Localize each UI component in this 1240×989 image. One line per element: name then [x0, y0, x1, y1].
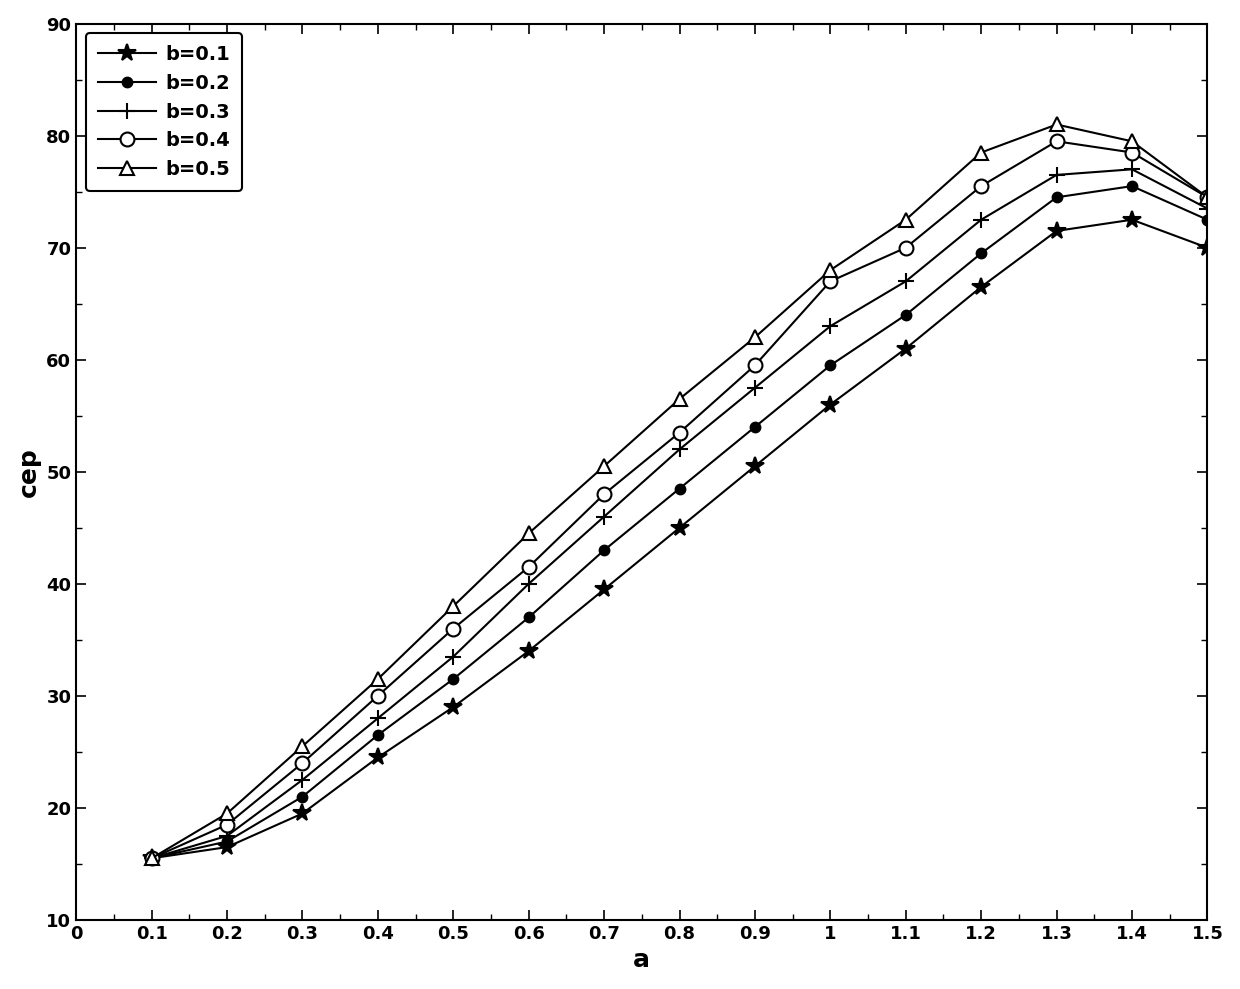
b=0.4	[1125, 146, 1140, 158]
b=0.1	[446, 701, 461, 713]
b=0.5	[295, 741, 310, 753]
b=0.1	[144, 853, 159, 864]
b=0.2	[748, 421, 763, 433]
b=0.4	[1200, 192, 1215, 204]
b=0.2	[823, 359, 838, 371]
b=0.4	[973, 180, 988, 192]
Line: b=0.1: b=0.1	[143, 211, 1216, 867]
b=0.4	[748, 359, 763, 371]
Line: b=0.5: b=0.5	[145, 118, 1214, 865]
b=0.2	[446, 674, 461, 685]
b=0.3	[672, 443, 687, 455]
Line: b=0.2: b=0.2	[146, 181, 1213, 863]
b=0.4	[371, 690, 386, 702]
b=0.3	[748, 382, 763, 394]
b=0.4	[898, 241, 913, 253]
b=0.1	[973, 281, 988, 293]
b=0.1	[748, 460, 763, 472]
b=0.5	[1200, 192, 1215, 204]
b=0.1	[898, 342, 913, 354]
b=0.5	[521, 527, 536, 539]
b=0.1	[295, 808, 310, 820]
b=0.4	[596, 489, 611, 500]
b=0.1	[521, 645, 536, 657]
b=0.5	[371, 674, 386, 685]
b=0.5	[446, 600, 461, 612]
b=0.1	[1049, 225, 1064, 236]
b=0.1	[823, 399, 838, 410]
b=0.5	[596, 460, 611, 472]
b=0.2	[521, 611, 536, 623]
b=0.4	[144, 853, 159, 864]
b=0.1	[1125, 214, 1140, 225]
b=0.5	[748, 331, 763, 343]
b=0.2	[295, 791, 310, 803]
b=0.1	[371, 752, 386, 764]
b=0.3	[219, 830, 234, 842]
b=0.4	[521, 561, 536, 573]
b=0.5	[973, 146, 988, 158]
b=0.3	[898, 275, 913, 287]
b=0.3	[973, 214, 988, 225]
b=0.5	[672, 393, 687, 405]
b=0.3	[144, 853, 159, 864]
b=0.3	[521, 578, 536, 589]
b=0.2	[1049, 192, 1064, 204]
b=0.3	[1049, 169, 1064, 181]
b=0.1	[596, 584, 611, 595]
b=0.5	[144, 853, 159, 864]
b=0.2	[973, 247, 988, 259]
b=0.4	[446, 623, 461, 635]
b=0.2	[1125, 180, 1140, 192]
Y-axis label: cep: cep	[16, 447, 41, 496]
b=0.2	[219, 836, 234, 848]
b=0.3	[371, 712, 386, 724]
b=0.2	[1200, 214, 1215, 225]
b=0.2	[596, 544, 611, 556]
b=0.5	[898, 214, 913, 225]
Legend: b=0.1, b=0.2, b=0.3, b=0.4, b=0.5: b=0.1, b=0.2, b=0.3, b=0.4, b=0.5	[86, 34, 242, 191]
b=0.1	[219, 842, 234, 854]
Line: b=0.4: b=0.4	[145, 135, 1214, 865]
b=0.2	[672, 483, 687, 494]
b=0.1	[1200, 241, 1215, 253]
b=0.5	[1125, 135, 1140, 147]
b=0.3	[1125, 163, 1140, 175]
b=0.5	[1049, 119, 1064, 131]
b=0.4	[823, 275, 838, 287]
b=0.5	[219, 808, 234, 820]
b=0.4	[1049, 135, 1064, 147]
b=0.5	[823, 264, 838, 276]
b=0.3	[446, 651, 461, 663]
b=0.4	[295, 758, 310, 769]
b=0.1	[672, 522, 687, 534]
b=0.3	[295, 774, 310, 786]
X-axis label: a: a	[634, 948, 650, 972]
b=0.4	[672, 426, 687, 438]
b=0.2	[144, 853, 159, 864]
b=0.3	[1200, 203, 1215, 215]
b=0.2	[898, 309, 913, 320]
b=0.3	[596, 510, 611, 522]
b=0.4	[219, 819, 234, 831]
b=0.3	[823, 320, 838, 332]
b=0.2	[371, 729, 386, 741]
Line: b=0.3: b=0.3	[144, 161, 1215, 866]
